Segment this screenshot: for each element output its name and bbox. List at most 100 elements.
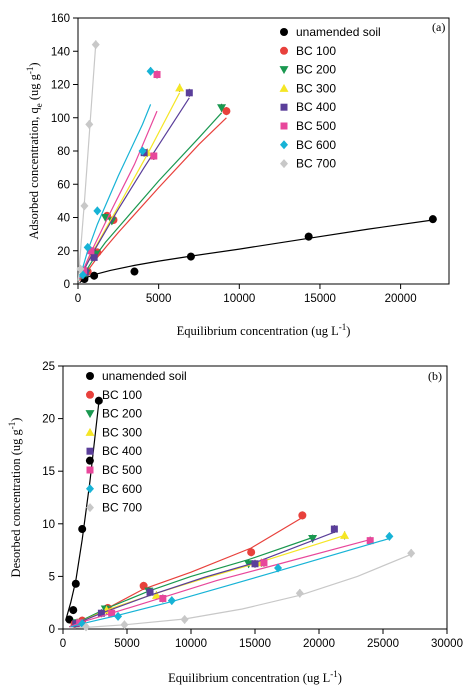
legend-marker	[280, 103, 288, 111]
panel-a-adsorption-chart: 0 5000 10000 15000 20000 0 20 40 60 80 100 120 140 16…	[25, 13, 450, 338]
legend-marker	[280, 28, 288, 36]
panel-b-desorption-chart: 0 5000 10000 15000 20000 25000 30000 0 5 10 15 20 25…	[7, 361, 463, 685]
legend-marker	[280, 140, 288, 150]
data-point	[366, 537, 374, 545]
data-point	[260, 559, 268, 567]
plot-frame	[77, 17, 450, 285]
legend-label: BC 700	[296, 157, 336, 171]
data-point	[298, 511, 307, 520]
legend-label: BC 100	[296, 44, 336, 58]
plot-frame	[62, 365, 448, 630]
x-tick-label: 10000	[223, 293, 255, 305]
y-axis-title: Desorbed concentration (ug g-1)	[7, 418, 23, 578]
fit-line	[79, 112, 223, 281]
data-point	[150, 152, 158, 160]
legend-label: BC 200	[296, 63, 336, 77]
data-point	[69, 606, 78, 615]
legend: unamended soil BC 100 BC 200 BC 300 BC 400 BC…	[279, 25, 381, 171]
legend-marker	[86, 372, 94, 380]
x-tick-label: 0	[75, 293, 81, 305]
y-axis-title: Adsorbed concentration, qe (ug g-1)	[25, 62, 44, 239]
data-point	[130, 267, 139, 276]
data-point	[159, 594, 167, 602]
legend-label: unamended soil	[102, 369, 187, 383]
x-tick-label: 10000	[175, 638, 207, 650]
y-tick-label: 40	[57, 213, 70, 225]
data-point	[138, 146, 147, 156]
series-unamended-soil	[65, 396, 103, 624]
data-point	[251, 560, 259, 568]
legend-label: BC 500	[296, 119, 336, 133]
data-point	[428, 215, 437, 224]
data-point	[247, 548, 256, 557]
legend-marker	[279, 66, 289, 75]
legend-label: BC 500	[102, 463, 142, 477]
x-tick-label: 25000	[367, 638, 399, 650]
data-point	[85, 456, 94, 465]
y-tick-label: 20	[42, 414, 55, 426]
data-point	[97, 609, 105, 617]
x-tick-label: 15000	[304, 293, 336, 305]
data-point	[94, 396, 103, 405]
legend-marker	[280, 46, 288, 55]
data-point	[85, 119, 94, 129]
x-tick-label: 20000	[385, 293, 417, 305]
data-point	[100, 214, 110, 222]
legend-marker	[86, 390, 94, 399]
x-axis-title: Equilibrium concentration (ug L-1)	[168, 669, 342, 685]
data-point	[90, 253, 98, 261]
legend-marker	[86, 484, 94, 494]
data-point	[83, 242, 92, 252]
x-tick-label: 20000	[303, 638, 335, 650]
data-point	[222, 107, 231, 116]
x-axis-title: Equilibrium concentration (ug L-1)	[177, 322, 351, 338]
y-tick-label: 140	[51, 46, 70, 58]
legend-marker	[85, 427, 95, 436]
series-bc-700	[76, 40, 100, 281]
data-point	[80, 267, 88, 275]
series-bc-500	[69, 536, 374, 628]
data-point	[385, 531, 394, 541]
y-tick-label: 100	[51, 113, 70, 125]
legend-marker	[280, 159, 288, 169]
legend-label: BC 700	[102, 501, 142, 515]
y-tick-label: 60	[57, 179, 70, 191]
data-point	[153, 71, 161, 79]
legend-marker	[85, 410, 95, 419]
legend-marker	[86, 466, 94, 474]
y-tick-label: 5	[49, 571, 55, 583]
legend-label: BC 400	[102, 444, 142, 458]
y-tick-label: 25	[42, 361, 55, 373]
data-point	[87, 247, 95, 255]
data-point	[185, 89, 193, 97]
data-point	[80, 201, 89, 211]
fit-line	[77, 44, 97, 281]
legend-marker	[280, 122, 288, 130]
legend-marker	[279, 83, 289, 92]
y-tick-label: 120	[51, 80, 70, 92]
series-bc-200	[79, 103, 227, 281]
fit-line	[75, 553, 412, 629]
data-point	[71, 579, 80, 588]
legend-marker	[86, 447, 94, 455]
series-bc-600	[78, 66, 155, 280]
data-point	[175, 83, 185, 92]
data-point	[308, 535, 318, 544]
fit-line	[79, 117, 227, 282]
data-point	[108, 609, 116, 617]
data-point	[274, 563, 283, 573]
legend-label: BC 100	[102, 388, 142, 402]
legend-label: BC 200	[102, 407, 142, 421]
data-point	[340, 530, 350, 539]
data-point	[330, 525, 338, 533]
panel-label: (a)	[432, 20, 445, 34]
y-tick-label: 20	[57, 246, 70, 258]
legend-label: BC 300	[102, 425, 142, 439]
series-bc-600	[70, 531, 394, 629]
legend-label: BC 600	[296, 138, 336, 152]
data-point	[180, 615, 189, 625]
data-point	[114, 611, 123, 621]
legend-label: BC 400	[296, 100, 336, 114]
data-point	[90, 271, 99, 280]
